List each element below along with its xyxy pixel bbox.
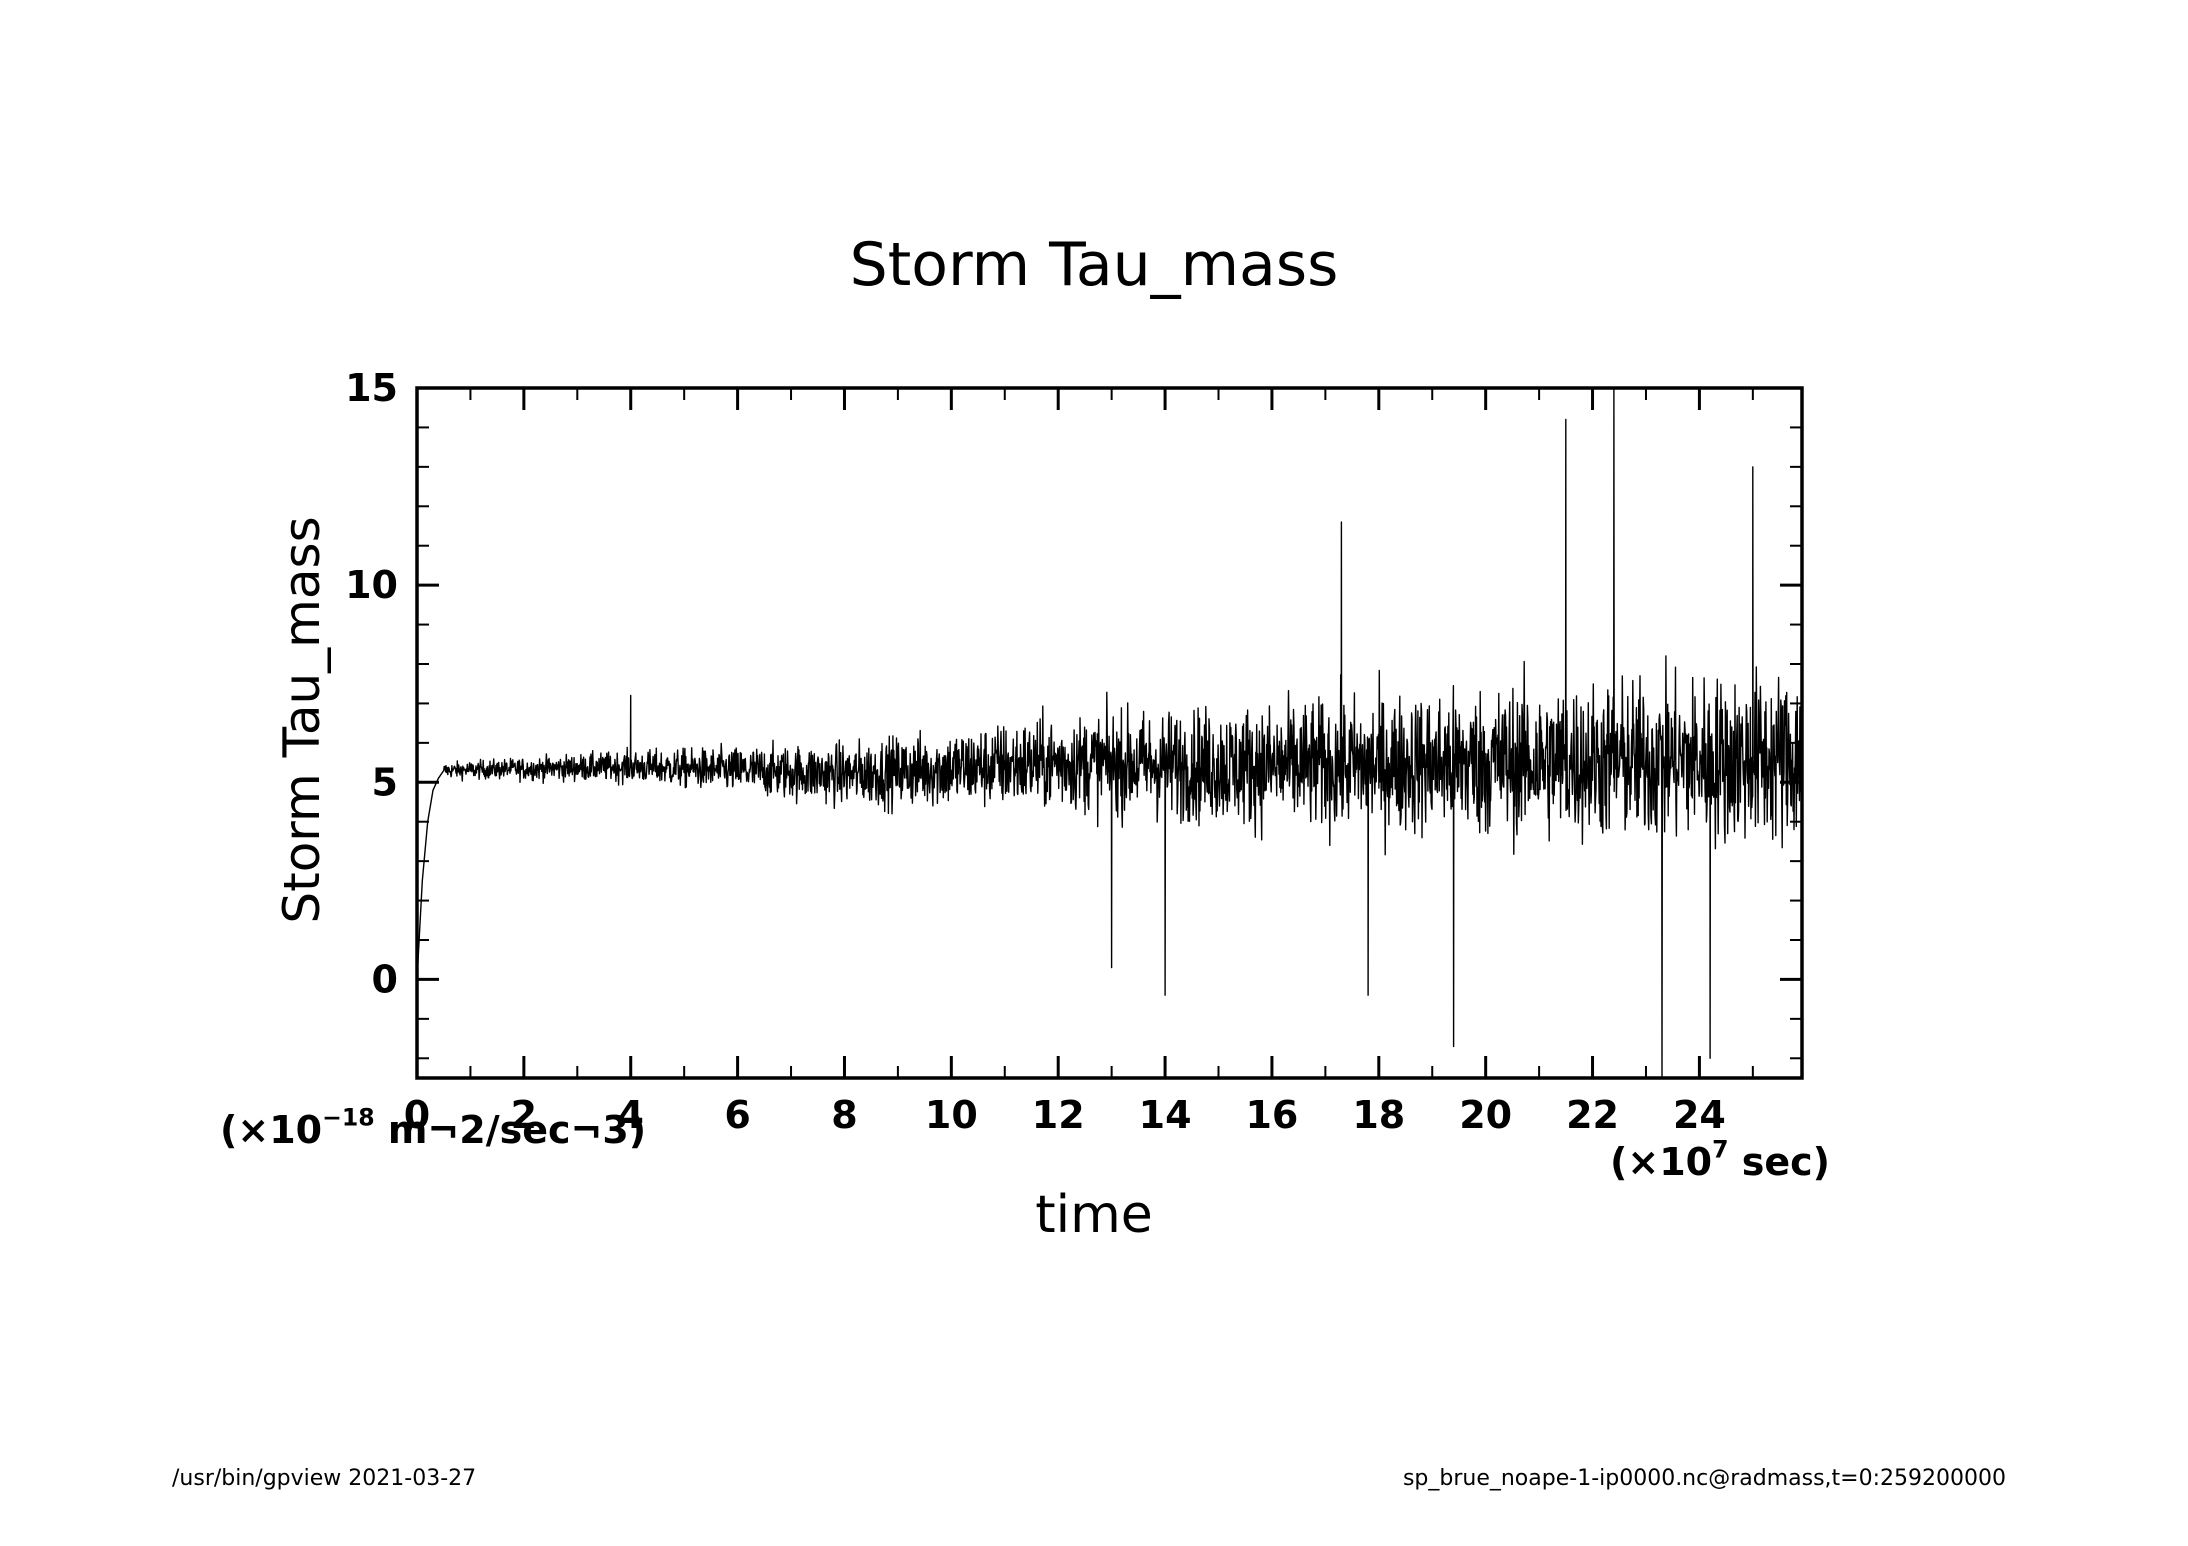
x-tick-label: 22 bbox=[1566, 1093, 1619, 1137]
x-tick-label: 20 bbox=[1459, 1093, 1512, 1137]
footer-left: /usr/bin/gpview 2021-03-27 bbox=[172, 1466, 477, 1491]
y-tick-label: 0 bbox=[372, 957, 398, 1001]
x-tick-label: 6 bbox=[724, 1093, 750, 1137]
x-tick-label: 24 bbox=[1673, 1093, 1726, 1137]
y-tick-label: 5 bbox=[372, 760, 398, 804]
x-tick-label: 0 bbox=[404, 1093, 430, 1137]
x-tick-label: 16 bbox=[1245, 1093, 1298, 1137]
plot-frame bbox=[415, 386, 1804, 1080]
x-tick-label: 18 bbox=[1352, 1093, 1405, 1137]
x-tick-label: 10 bbox=[925, 1093, 978, 1137]
y-tick-label: 10 bbox=[345, 563, 398, 607]
series-group bbox=[416, 387, 1803, 1079]
axis-ticks bbox=[415, 386, 1802, 1078]
y-axis-label: Storm Tau_mass bbox=[273, 516, 331, 924]
y-axis-unit: (×10−18 m¬2/sec¬3) bbox=[220, 1103, 647, 1152]
x-tick-label: 2 bbox=[511, 1093, 537, 1137]
x-tick-label: 12 bbox=[1032, 1093, 1085, 1137]
x-axis-unit: (×107 sec) bbox=[1610, 1135, 1830, 1184]
x-tick-label: 4 bbox=[618, 1093, 644, 1137]
footer-right: sp_brue_noape-1-ip0000.nc@radmass,t=0:25… bbox=[1402, 1466, 2006, 1491]
chart-title: Storm Tau_mass bbox=[849, 230, 1339, 300]
x-tick-label: 8 bbox=[831, 1093, 857, 1137]
y-tick-label: 15 bbox=[345, 366, 398, 410]
x-tick-label: 14 bbox=[1139, 1093, 1192, 1137]
series-line bbox=[416, 387, 1803, 1079]
x-axis-label: time bbox=[1035, 1185, 1153, 1245]
